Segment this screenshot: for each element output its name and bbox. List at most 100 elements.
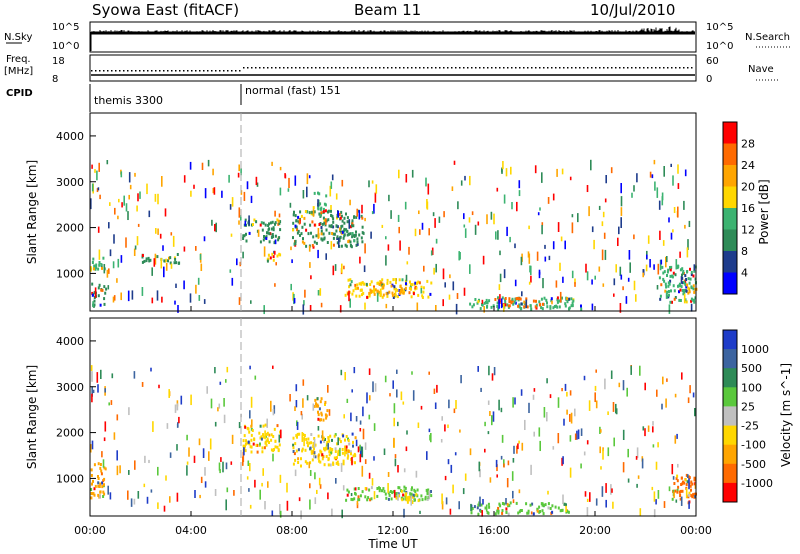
power-cell xyxy=(399,291,402,295)
velocity-scatter-cell xyxy=(168,389,170,398)
power-cell xyxy=(322,232,325,236)
power-cell xyxy=(679,284,682,287)
power-scatter-cell xyxy=(684,224,686,229)
colorbar-swatch xyxy=(723,444,737,465)
power-cell xyxy=(381,295,384,299)
power-cell xyxy=(689,277,692,281)
velocity-scatter-cell xyxy=(681,372,683,380)
velocity-scatter-cell xyxy=(489,477,492,483)
nave-label: Nave xyxy=(748,64,774,75)
velocity-cell xyxy=(430,494,433,498)
velocity-scatter-cell xyxy=(314,497,317,505)
power-scatter-cell xyxy=(151,267,153,276)
power-scatter-cell xyxy=(134,172,136,177)
velocity-scatter-cell xyxy=(272,365,274,369)
velocity-scatter-cell xyxy=(335,478,337,484)
velocity-cell xyxy=(681,482,684,486)
power-cell xyxy=(671,274,674,278)
power-scatter-cell xyxy=(501,168,503,173)
velocity-scatter-cell xyxy=(218,403,221,409)
power-scatter-cell xyxy=(118,198,120,203)
power-scatter-cell xyxy=(370,231,372,239)
power-cell xyxy=(105,287,108,291)
power-cell xyxy=(380,283,383,287)
velocity-cell xyxy=(392,490,395,494)
freq-unit: [MHz] xyxy=(4,66,33,77)
velocity-cell xyxy=(93,463,96,467)
power-cell xyxy=(313,210,316,214)
power-cell xyxy=(518,305,521,309)
power-cell xyxy=(399,290,402,293)
power-cell xyxy=(388,290,391,294)
power-cell xyxy=(356,240,359,244)
velocity-cell xyxy=(322,418,325,422)
power-cell xyxy=(340,214,343,218)
velocity-cell xyxy=(383,489,386,493)
power-cell xyxy=(324,209,327,213)
velocity-cell xyxy=(304,448,307,452)
velocity-cell xyxy=(551,504,554,508)
power-cell xyxy=(681,289,684,292)
power-cell xyxy=(313,240,316,244)
velocity-cell xyxy=(352,440,354,444)
power-scatter-cell xyxy=(431,247,434,255)
power-scatter-cell xyxy=(574,278,576,284)
power-scatter-cell xyxy=(231,197,234,207)
power-scatter-cell xyxy=(675,259,678,270)
power-scatter-cell xyxy=(679,251,681,258)
power-cell xyxy=(379,280,382,284)
velocity-cell xyxy=(320,397,323,401)
velocity-y-tick-label: 4000 xyxy=(56,335,84,348)
power-cell xyxy=(271,220,274,224)
velocity-scatter-cell xyxy=(357,446,360,453)
velocity-scatter-cell xyxy=(661,403,663,410)
velocity-scatter-cell xyxy=(394,454,397,459)
velocity-scatter-cell xyxy=(469,448,472,456)
power-scatter-cell xyxy=(361,204,363,214)
power-cell xyxy=(361,240,364,244)
power-cell xyxy=(490,305,493,309)
power-scatter-cell xyxy=(628,250,631,260)
velocity-cell xyxy=(342,434,345,438)
velocity-scatter-cell xyxy=(163,505,166,512)
velocity-cell xyxy=(101,481,103,485)
power-cell xyxy=(570,304,573,308)
velocity-cell xyxy=(398,494,401,498)
power-cell xyxy=(100,263,103,267)
velocity-cell xyxy=(334,433,337,437)
power-cell xyxy=(343,233,346,237)
colorbar-tick-label: 28 xyxy=(741,138,755,151)
velocity-cell xyxy=(409,492,412,496)
velocity-cell xyxy=(426,490,429,494)
power-scatter-cell xyxy=(551,300,553,305)
power-cell xyxy=(332,236,335,240)
power-cell xyxy=(268,222,270,226)
power-scatter-cell xyxy=(201,162,204,170)
power-cell xyxy=(485,301,487,304)
velocity-scatter-cell xyxy=(137,491,140,499)
velocity-cell xyxy=(99,463,102,466)
velocity-cell xyxy=(692,493,695,497)
power-scatter-cell xyxy=(161,296,163,303)
power-scatter-cell xyxy=(99,194,101,200)
velocity-scatter-cell xyxy=(677,463,679,468)
power-cell xyxy=(343,227,346,231)
power-scatter-cell xyxy=(613,293,615,297)
power-scatter-cell xyxy=(385,303,388,309)
velocity-cell xyxy=(324,400,327,404)
velocity-cell xyxy=(345,448,348,452)
power-scatter-cell xyxy=(120,171,123,178)
colorbar-swatch xyxy=(723,229,737,252)
velocity-cell xyxy=(679,494,682,497)
power-cell xyxy=(277,222,280,226)
power-scatter-cell xyxy=(453,160,456,165)
velocity-cell xyxy=(310,451,313,455)
velocity-cell xyxy=(357,498,360,502)
velocity-scatter-cell xyxy=(563,418,565,426)
power-cell xyxy=(345,244,348,248)
power-scatter-cell xyxy=(250,195,253,204)
power-scatter-cell xyxy=(633,185,635,192)
velocity-scatter-cell xyxy=(462,488,465,495)
velocity-cell xyxy=(248,430,251,434)
power-scatter-cell xyxy=(474,224,477,235)
